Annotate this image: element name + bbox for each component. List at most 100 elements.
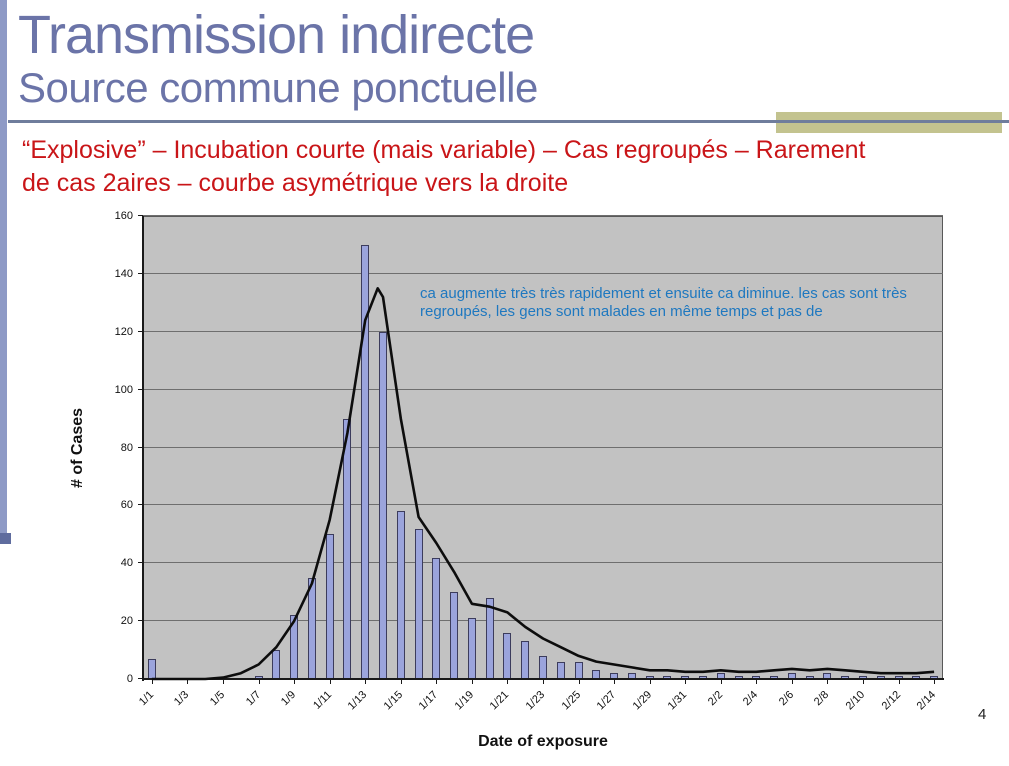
x-tick-label: 1/27 xyxy=(594,688,619,713)
bar xyxy=(396,511,405,679)
slide-title: Transmission indirecte xyxy=(18,5,535,65)
x-tick-label: 2/2 xyxy=(705,688,726,709)
bar xyxy=(450,592,459,679)
x-tick-label: 1/29 xyxy=(630,688,654,713)
bar xyxy=(414,528,423,679)
y-axis-title: # of Cases xyxy=(69,407,86,489)
bar xyxy=(361,244,370,679)
x-tick xyxy=(898,679,900,684)
x-tick-label: 1/31 xyxy=(665,688,690,713)
y-tick xyxy=(138,620,143,622)
x-tick-label: 1/11 xyxy=(310,688,334,712)
x-tick-label: 1/7 xyxy=(243,688,263,709)
body-text: “Explosive” – Incubation courte (mais va… xyxy=(22,134,982,200)
x-tick-label: 2/6 xyxy=(776,688,797,709)
y-axis-line xyxy=(142,216,144,681)
bar xyxy=(432,557,441,679)
x-tick xyxy=(863,679,864,684)
x-tick xyxy=(400,679,402,684)
body-text-line-1: “Explosive” – Incubation courte (mais va… xyxy=(22,136,866,164)
x-tick-label: 1/13 xyxy=(345,688,370,713)
x-tick-label: 1/9 xyxy=(279,688,299,709)
bar xyxy=(272,650,281,679)
bar xyxy=(556,661,565,679)
x-tick-label: 1/1 xyxy=(136,688,157,709)
x-tick-label: 1/23 xyxy=(523,688,548,713)
x-tick xyxy=(223,679,224,684)
page-number: 4 xyxy=(978,706,987,723)
bar xyxy=(379,331,387,680)
x-tick-label: 2/14 xyxy=(914,688,939,713)
bar xyxy=(325,534,334,679)
bar xyxy=(521,641,530,679)
gridline xyxy=(143,446,943,448)
x-axis-title: Date of exposure xyxy=(478,733,608,750)
x-tick-label: 2/8 xyxy=(812,688,832,709)
bar xyxy=(574,661,583,679)
x-tick-label: 1/19 xyxy=(452,688,477,713)
x-tick-label: 1/15 xyxy=(381,688,406,713)
gridline xyxy=(143,215,943,216)
left-accent-stripe-cap xyxy=(0,533,11,544)
slide-subtitle: Source commune ponctuelle xyxy=(18,64,538,111)
x-tick xyxy=(685,679,687,684)
x-tick xyxy=(791,679,793,684)
x-tick xyxy=(578,679,580,684)
y-tick xyxy=(138,388,143,390)
left-accent-stripe xyxy=(0,0,7,533)
x-tick xyxy=(258,679,260,684)
y-tick-label: 100 xyxy=(114,383,133,396)
bar xyxy=(539,655,547,679)
x-tick xyxy=(507,679,509,684)
bar xyxy=(467,618,476,679)
chart-annotation-line: ca augmente très très rapidement et ensu… xyxy=(420,285,907,302)
x-tick xyxy=(827,679,829,684)
chart-annotation: ca augmente très très rapidement et ensu… xyxy=(420,285,907,321)
x-tick xyxy=(720,679,722,684)
bar xyxy=(147,658,156,679)
x-tick xyxy=(756,679,758,684)
gridline xyxy=(143,388,943,390)
gridline xyxy=(143,504,943,506)
x-tick xyxy=(471,679,473,684)
y-tick-label: 40 xyxy=(120,557,133,570)
x-tick-label: 2/10 xyxy=(843,688,868,713)
x-tick xyxy=(151,679,153,684)
body-text-line-2: de cas 2aires – courbe asymétrique vers … xyxy=(22,169,569,197)
bar xyxy=(485,598,494,679)
x-tick-label: 2/4 xyxy=(741,688,761,709)
y-tick-label: 140 xyxy=(114,267,133,280)
x-tick-label: 1/25 xyxy=(559,688,583,713)
y-tick xyxy=(138,272,143,274)
bar xyxy=(503,632,512,679)
y-tick xyxy=(138,562,143,564)
y-tick-label: 60 xyxy=(120,499,133,512)
y-tick xyxy=(138,446,143,448)
x-tick xyxy=(187,679,189,684)
y-tick xyxy=(138,215,143,216)
x-tick-label: 1/17 xyxy=(416,688,441,713)
bar xyxy=(343,418,352,679)
y-tick-label: 120 xyxy=(114,325,133,338)
x-tick xyxy=(934,679,936,684)
y-tick xyxy=(138,504,143,506)
x-axis-line xyxy=(142,678,944,680)
x-tick xyxy=(649,679,651,684)
gridline xyxy=(143,562,943,564)
y-tick xyxy=(138,330,143,332)
bar xyxy=(307,577,316,679)
x-tick xyxy=(614,679,616,684)
x-tick xyxy=(436,679,438,684)
y-tick xyxy=(138,678,143,679)
x-tick xyxy=(365,679,367,684)
gridline xyxy=(143,330,943,332)
x-tick xyxy=(543,679,544,684)
x-tick xyxy=(294,679,296,684)
x-tick-label: 2/12 xyxy=(879,688,903,713)
gridline xyxy=(143,620,943,622)
x-tick-label: 1/5 xyxy=(207,688,228,709)
x-tick xyxy=(329,679,331,684)
header-rule xyxy=(8,120,1009,123)
